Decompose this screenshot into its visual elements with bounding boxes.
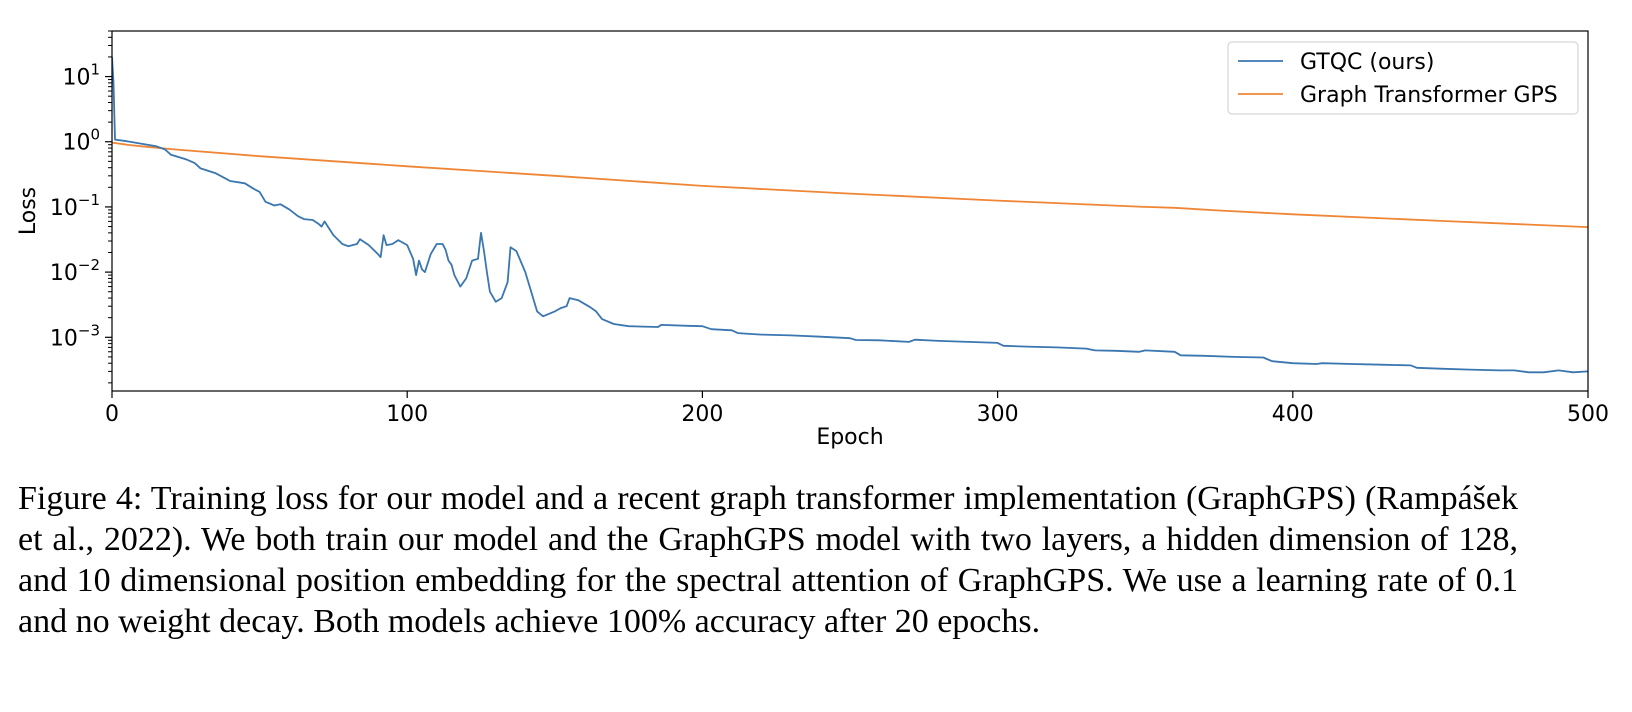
plot-area	[112, 56, 1588, 374]
x-axis-title: Epoch	[816, 425, 883, 450]
y-tick-base: 10	[50, 261, 78, 286]
y-tick-label: 10−1	[50, 191, 100, 221]
x-tick-label: 200	[681, 402, 723, 427]
y-tick-exponent: −1	[78, 191, 100, 209]
y-tick-base: 10	[50, 326, 78, 351]
y-tick-exponent: −2	[78, 256, 100, 274]
series-line	[112, 56, 1588, 374]
y-tick-label: 101	[62, 61, 100, 91]
legend: GTQC (ours) Graph Transformer GPS	[1227, 41, 1579, 115]
series-line	[112, 141, 1588, 228]
y-tick-exponent: −3	[78, 321, 100, 339]
y-tick-base: 10	[62, 131, 90, 156]
y-tick-label: 10−3	[50, 321, 100, 351]
x-tick-label: 100	[386, 402, 428, 427]
figure-caption: Figure 4: Training loss for our model an…	[18, 480, 1518, 640]
y-tick-label: 10−2	[50, 256, 100, 286]
legend-label: GTQC (ours)	[1300, 50, 1434, 75]
y-tick-exponent: 1	[90, 61, 100, 79]
x-tick-label: 400	[1272, 402, 1314, 427]
legend-box	[1227, 41, 1579, 115]
y-tick-exponent: 0	[90, 126, 100, 144]
x-tick-label: 500	[1567, 402, 1609, 427]
axes-frame	[111, 30, 1589, 392]
x-axis: 0 100 200 300 400 500	[105, 391, 1609, 427]
y-tick-label: 100	[62, 126, 100, 156]
x-tick-label: 300	[977, 402, 1019, 427]
y-tick-base: 10	[62, 66, 90, 91]
y-tick-base: 10	[50, 196, 78, 221]
y-axis-title: Loss	[16, 187, 41, 235]
x-tick-label: 0	[105, 402, 119, 427]
legend-label: Graph Transformer GPS	[1300, 83, 1558, 108]
